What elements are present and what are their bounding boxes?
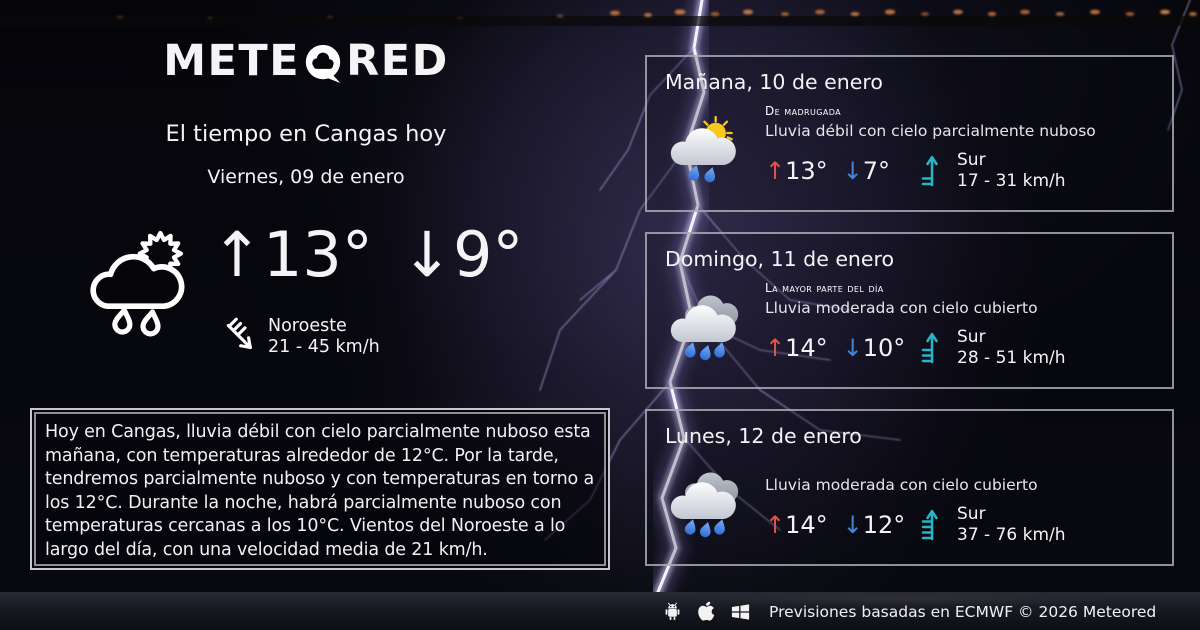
rain-cloud-icon <box>670 472 739 538</box>
forecast-period-label: DE MADRUGADA <box>765 103 842 118</box>
wind-barb-icon <box>921 509 938 541</box>
forecast-card-sunday[interactable]: Domingo, 11 de enero LA MAYOR PARTE DEL … <box>645 232 1174 389</box>
forecast-temps: ↑ 13° ↓ 7° <box>765 157 891 185</box>
forecast-wind: Sur 17 - 31 km/h <box>957 149 1066 191</box>
wind-barb-icon <box>921 332 938 364</box>
temp-down-arrow: ↓ <box>401 218 453 291</box>
page-title: El tiempo en Cangas hoy <box>165 121 447 147</box>
temp-up-arrow: ↑ <box>765 334 786 362</box>
forecast-day-title: Mañana, 10 de enero <box>665 70 883 94</box>
forecast-condition: Lluvia moderada con cielo cubierto <box>765 475 1038 494</box>
windows-icon[interactable] <box>730 601 751 623</box>
forecast-summary-text: Hoy en Cangas, lluvia débil con cielo pa… <box>30 408 610 570</box>
apple-icon[interactable] <box>696 601 717 623</box>
forecast-day-title: Domingo, 11 de enero <box>665 247 895 271</box>
forecast-condition: Lluvia moderada con cielo cubierto <box>765 298 1038 317</box>
logo-text-right: RED <box>346 36 449 86</box>
forecast-temps: ↑ 14° ↓ 10° <box>765 334 906 362</box>
temp-down-arrow: ↓ <box>842 511 863 539</box>
temp-down-arrow: ↓ <box>842 334 863 362</box>
forecast-day-title: Lunes, 12 de enero <box>665 424 862 448</box>
meteored-bubble-cloud-icon <box>305 44 341 83</box>
forecast-period-label <box>765 458 1154 474</box>
wind-direction-barb-icon <box>226 317 252 350</box>
forecast-condition: Lluvia débil con cielo parcialmente nubo… <box>765 121 1096 140</box>
sea-foreground <box>0 592 1200 630</box>
forecast-card-monday[interactable]: Lunes, 12 de enero Lluvia moderada con c… <box>645 409 1174 566</box>
temp-up-arrow: ↑ <box>211 218 263 291</box>
meteored-logo[interactable]: METE RED <box>0 40 612 83</box>
forecast-temps: ↑ 14° ↓ 12° <box>765 511 906 539</box>
today-max-temp: ↑13° <box>211 218 373 291</box>
forecast-card-tomorrow[interactable]: Mañana, 10 de enero DE MADRUGA <box>645 55 1174 212</box>
forecast-wind: Sur 37 - 76 km/h <box>957 503 1066 545</box>
android-icon[interactable] <box>662 601 683 623</box>
current-conditions: ↑13° ↓9° Noroeste 21 - 45 km/h <box>70 212 610 377</box>
rain-with-sun-outline-icon <box>90 230 185 337</box>
wind-barb-icon <box>921 155 938 187</box>
today-min-temp: ↓9° <box>401 218 524 291</box>
city-lights-skyline <box>0 9 1200 26</box>
temp-up-arrow: ↑ <box>765 511 786 539</box>
attribution-text: Previsiones basadas en ECMWF © 2026 Mete… <box>769 603 1157 621</box>
forecast-wind: Sur 28 - 51 km/h <box>957 326 1066 368</box>
logo-text-left: METE <box>163 36 301 86</box>
wind-speed-label: 21 - 45 km/h <box>268 337 380 358</box>
wind-direction-label: Noroeste <box>268 316 347 336</box>
today-wind: Noroeste 21 - 45 km/h <box>222 316 380 359</box>
current-date: Viernes, 09 de enero <box>207 166 405 188</box>
temp-down-arrow: ↓ <box>842 157 863 185</box>
temp-up-arrow: ↑ <box>765 157 786 185</box>
rain-cloud-icon <box>670 295 739 361</box>
rain-sun-icon <box>670 115 736 183</box>
forecast-period-label: LA MAYOR PARTE DEL DÍA <box>765 280 884 295</box>
footer-bar: Previsiones basadas en ECMWF © 2026 Mete… <box>662 601 1156 623</box>
